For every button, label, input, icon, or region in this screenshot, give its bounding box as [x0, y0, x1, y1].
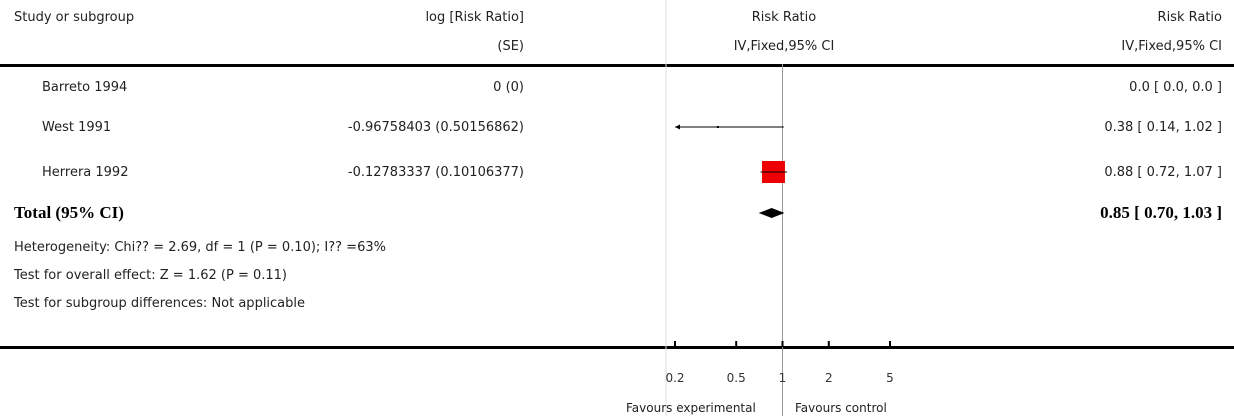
axis-tick-label-2: 1	[779, 371, 787, 385]
study-effect-herrera: -0.12783337 (0.10106377)	[347, 165, 524, 180]
subgroup-note: Test for subgroup differences: Not appli…	[14, 296, 306, 311]
ci-column-header: Risk Ratio	[1157, 10, 1222, 25]
study-column-header: Study or subgroup	[14, 10, 135, 25]
plot-column-subheader: IV,Fixed,95% CI	[733, 39, 835, 54]
total-ci: 0.85 [ 0.70, 1.03 ]	[1100, 203, 1222, 222]
favours-experimental-label: Favours experimental	[626, 401, 756, 415]
axis-tick-label-1: 0.5	[727, 371, 746, 385]
study-ci-west: 0.38 [ 0.14, 1.02 ]	[1104, 120, 1222, 135]
heterogeneity-note: Heterogeneity: Chi?? = 2.69, df = 1 (P =…	[14, 240, 386, 255]
effect-column-subheader: (SE)	[497, 39, 524, 54]
favours-control-label: Favours control	[795, 401, 887, 415]
ci-arrow-1	[675, 124, 680, 130]
study-name-herrera: Herrera 1992	[42, 165, 129, 180]
pooled-diamond	[758, 208, 785, 218]
axis-tick-label-4: 5	[886, 371, 894, 385]
study-name-barreto: Barreto 1994	[42, 80, 128, 95]
total-label: Total (95% CI)	[14, 203, 124, 222]
header-divider	[0, 64, 1234, 67]
axis-tick-label-3: 2	[825, 371, 833, 385]
plot-column-header: Risk Ratio	[751, 10, 817, 25]
study-effect-barreto: 0 (0)	[493, 80, 524, 95]
effect-column-header: log [Risk Ratio]	[425, 10, 524, 25]
ci-column-subheader: IV,Fixed,95% CI	[1121, 39, 1222, 54]
study-ci-barreto: 0.0 [ 0.0, 0.0 ]	[1129, 80, 1222, 95]
footer-divider	[0, 346, 1234, 349]
study-ci-herrera: 0.88 [ 0.72, 1.07 ]	[1104, 165, 1222, 180]
study-name-west: West 1991	[42, 120, 112, 135]
effect-point-1	[716, 126, 719, 128]
axis-tick-label-0: 0.2	[665, 371, 684, 385]
study-effect-west: -0.96758403 (0.50156862)	[347, 120, 524, 135]
overall-effect-note: Test for overall effect: Z = 1.62 (P = 0…	[14, 268, 287, 283]
